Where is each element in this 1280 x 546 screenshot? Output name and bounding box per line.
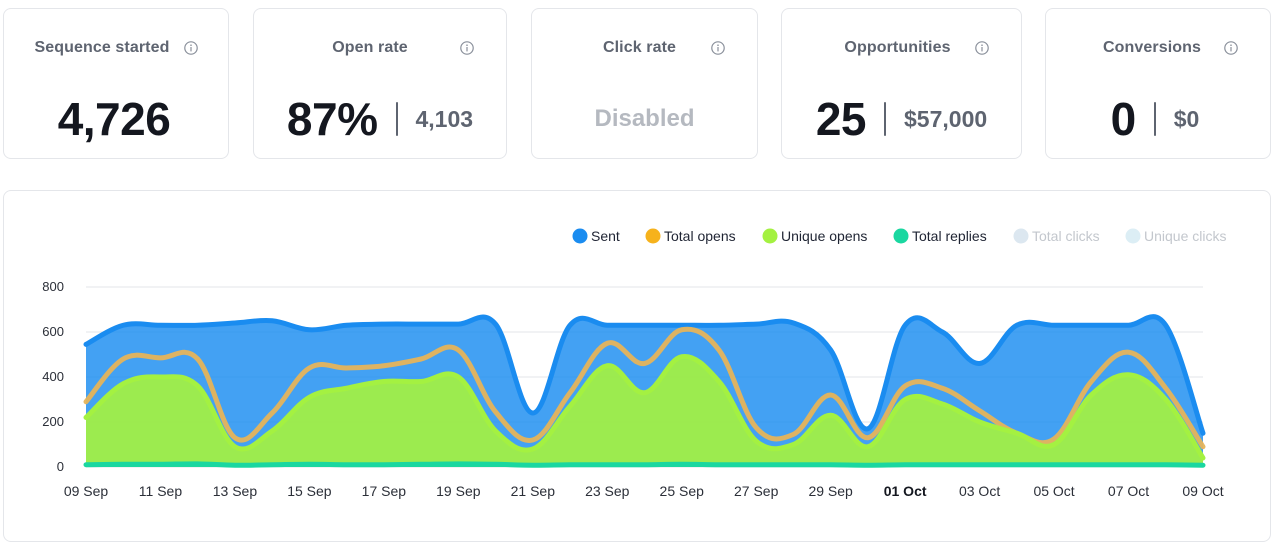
legend-dot [572, 228, 588, 244]
legend-dot [1125, 228, 1141, 244]
x-tick-label: 21 Sep [511, 483, 556, 499]
legend-label: Total clicks [1032, 228, 1100, 244]
chart-areas [83, 314, 1206, 468]
unique-opens-line[interactable] [83, 354, 1206, 461]
info-icon[interactable] [1224, 41, 1238, 55]
legend-label: Sent [591, 228, 620, 244]
metric-title: Sequence started [34, 39, 170, 56]
divider [395, 102, 398, 136]
metric-sub-value: $0 [1173, 105, 1200, 132]
legend-label: Unique clicks [1144, 228, 1226, 244]
y-tick-label: 600 [42, 324, 64, 339]
metric-title: Conversions [1102, 39, 1201, 56]
y-tick-label: 400 [42, 369, 64, 384]
sent-line[interactable] [83, 314, 1206, 436]
metric-value: 4,726 [57, 93, 171, 145]
metric-value: 87% [286, 93, 378, 145]
legend-dot [893, 228, 909, 244]
divider [1153, 102, 1156, 136]
legend-dot [645, 228, 661, 244]
legend-item-total-clicks[interactable]: Total clicks [1013, 228, 1100, 244]
legend-label: Total replies [912, 228, 987, 244]
legend-label: Unique opens [781, 228, 867, 244]
metric-card-conversions: Conversions 0 $0 [1045, 8, 1271, 159]
legend-item-unique-clicks[interactable]: Unique clicks [1125, 228, 1227, 244]
metric-title: Click rate [602, 39, 677, 56]
legend-label: Total opens [664, 228, 736, 244]
x-tick-label: 05 Oct [1033, 483, 1074, 499]
y-tick-label: 0 [57, 459, 64, 474]
x-tick-label: 09 Sep [64, 483, 109, 499]
metric-sub-value: $57,000 [904, 105, 988, 132]
legend-item-total-replies[interactable]: Total replies [893, 228, 987, 244]
metric-sub-value: 4,103 [415, 105, 474, 132]
x-tick-label: 29 Sep [808, 483, 853, 499]
y-tick-label: 800 [42, 279, 64, 294]
chart-legend: Sent Total opens Unique opens Total replies… [572, 228, 1227, 244]
x-tick-label: 25 Sep [660, 483, 705, 499]
info-icon[interactable] [184, 41, 198, 55]
metric-card-sequence-started: Sequence started 4,726 [3, 8, 229, 159]
legend-item-sent[interactable]: Sent [572, 228, 620, 244]
info-icon[interactable] [975, 41, 989, 55]
metric-title: Opportunities [844, 39, 951, 56]
info-icon[interactable] [711, 41, 725, 55]
legend-item-total-opens[interactable]: Total opens [645, 228, 736, 244]
y-axis: 0 200 400 600 800 [42, 279, 64, 474]
x-tick-label: 19 Sep [436, 483, 481, 499]
legend-dot [762, 228, 778, 244]
x-tick-label: 11 Sep [139, 483, 183, 499]
x-tick-label: 03 Oct [959, 483, 1000, 499]
metric-card-opportunities: Opportunities 25 $57,000 [781, 8, 1022, 159]
metric-disabled-label: Disabled [594, 105, 695, 132]
x-tick-label: 07 Oct [1108, 483, 1149, 499]
metric-value: 0 [1110, 93, 1137, 145]
metric-title: Open rate [332, 39, 408, 56]
x-tick-label: 01 Oct [884, 483, 927, 499]
metric-value: 25 [815, 93, 867, 145]
metric-card-open-rate: Open rate 87% 4,103 [253, 8, 507, 159]
y-tick-label: 200 [42, 414, 64, 429]
x-tick-label: 09 Oct [1182, 483, 1223, 499]
x-axis: 09 Sep 11 Sep 13 Sep 15 Sep 17 Sep 19 Sep 21 S… [64, 483, 1224, 499]
divider [884, 102, 887, 136]
info-icon[interactable] [460, 41, 474, 55]
total-replies-line[interactable] [83, 461, 1206, 468]
x-tick-label: 13 Sep [213, 483, 258, 499]
metric-card-click-rate: Click rate Disabled [531, 8, 758, 159]
x-tick-label: 23 Sep [585, 483, 630, 499]
x-tick-label: 15 Sep [287, 483, 332, 499]
x-tick-label: 17 Sep [362, 483, 407, 499]
legend-item-unique-opens[interactable]: Unique opens [762, 228, 868, 244]
unique-opens-area [86, 356, 1203, 467]
legend-dot [1013, 228, 1029, 244]
x-tick-label: 27 Sep [734, 483, 779, 499]
